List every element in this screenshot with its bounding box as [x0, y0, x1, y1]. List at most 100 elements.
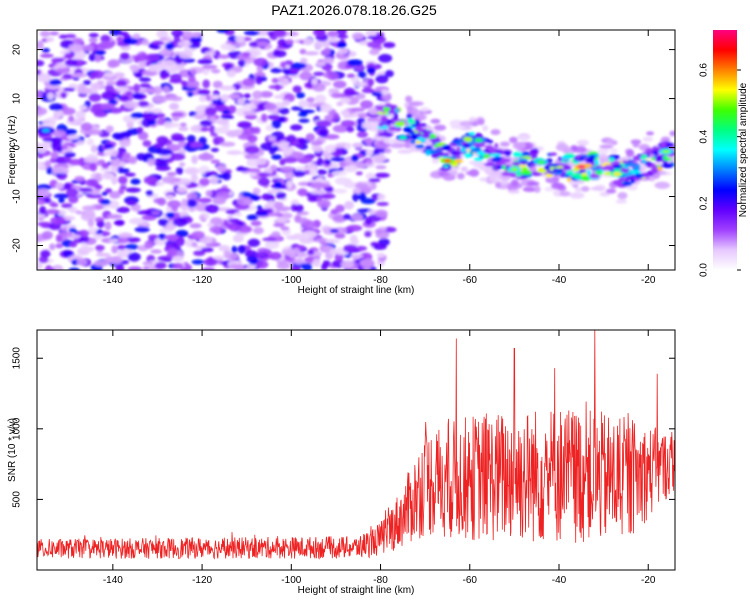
spectrogram-cell [380, 116, 389, 123]
spectrogram-cell [386, 119, 392, 125]
spectrogram-frame [36, 29, 676, 271]
spectrogram-cell [603, 164, 616, 170]
spectrogram-cell [87, 218, 95, 228]
spectrogram-cell [64, 128, 78, 136]
spectrogram-cell [242, 193, 258, 198]
spectrogram-cell [130, 112, 146, 119]
spectrogram-cell [303, 37, 314, 46]
spectrogram-cell [244, 114, 258, 120]
spectrogram-hotspot [662, 149, 671, 154]
spectrogram-cell [115, 79, 127, 88]
spectrogram-cell [378, 53, 393, 63]
spectrogram-cell [160, 59, 177, 69]
spectrogram-cell [37, 90, 43, 99]
x-tick-label: -40 [552, 275, 567, 286]
spectrogram-cell [127, 252, 141, 262]
spectrogram-cell [156, 181, 165, 187]
spectrogram-cell [406, 113, 413, 119]
spectrogram-cell [456, 139, 465, 143]
spectrogram-cell [229, 264, 245, 270]
spectrogram-cell [178, 178, 192, 186]
spectrogram-cell [494, 143, 499, 148]
spectrogram-cell [238, 58, 246, 68]
spectrogram-cell [159, 69, 171, 79]
spectrogram-cell [334, 253, 344, 262]
spectrogram-cell [55, 243, 64, 249]
spectrogram-cell [198, 214, 206, 221]
spectrogram-cell [271, 154, 283, 160]
spectrogram-cell [589, 173, 600, 179]
spectrogram-cell [212, 80, 223, 89]
spectrogram-cell [343, 165, 358, 173]
spectrogram-cell [137, 210, 153, 215]
spectrogram-cell [133, 83, 141, 93]
spectrogram-cell [64, 151, 76, 158]
colorbar-label: Normalized spectral amplitude [738, 82, 749, 217]
spectrogram-cell [290, 124, 303, 131]
spectrogram-cell [468, 116, 477, 122]
spectrogram-hotspot [474, 138, 483, 143]
spectrogram-cell [415, 144, 425, 149]
spectrogram-cell [255, 210, 268, 217]
spectrogram-cell [268, 251, 282, 261]
spectrogram-cell [277, 76, 284, 83]
spectrogram-cell [66, 188, 79, 197]
spectrogram-cell [67, 158, 83, 166]
spectrogram-cell [374, 228, 383, 234]
spectrogram-cell [60, 91, 67, 99]
spectrogram-cell [591, 167, 602, 171]
spectrogram-cell [599, 144, 614, 149]
spectrogram-cell [309, 167, 317, 177]
spectrogram-cell [312, 83, 326, 92]
spectrogram-cell [430, 118, 441, 124]
spectrogram-cell [250, 258, 258, 265]
spectrogram-cell [65, 59, 78, 67]
spectrogram-cell [105, 80, 117, 86]
spectrogram-cell [257, 40, 270, 48]
spectrogram-cell [220, 43, 233, 51]
spectrogram-cell [407, 118, 415, 125]
spectrogram-cell [259, 91, 273, 98]
spectrogram-cell [104, 71, 115, 78]
colorbar: 0.0 0.2 0.4 0.6 Normalized spectral amplitu… [699, 30, 749, 277]
spectrogram-cell [231, 245, 238, 254]
spectrogram-cell [186, 134, 196, 143]
spectrogram-cell [216, 164, 227, 172]
spectrogram-cell [552, 168, 564, 173]
spectrogram-cell [187, 91, 194, 97]
colorbar-tick-label: 0.4 [699, 129, 710, 143]
spectrogram-cell [375, 209, 388, 218]
spectrogram-cell [579, 156, 585, 161]
spectrogram-cell [334, 177, 350, 185]
spectrogram-cell [276, 206, 292, 211]
spectrogram-cell [415, 140, 421, 144]
spectrogram-cell [130, 178, 141, 185]
spectrogram-cell [404, 142, 411, 149]
spectrogram-cell [253, 57, 268, 67]
spectrogram-cell [41, 230, 53, 240]
spectrogram-cell [209, 125, 216, 134]
spectrogram-cell [62, 250, 73, 258]
snr-ticks: -140 -120 -100 -80 -60 -40 -20 500 1000 1500 [12, 330, 675, 586]
spectrogram-cell [245, 249, 254, 255]
spectrogram-cell [134, 53, 148, 62]
spectrogram-cell [282, 157, 298, 164]
spectrogram-cell [58, 34, 68, 39]
x-tick-label: -140 [103, 575, 123, 586]
spectrogram-cell [632, 140, 640, 148]
spectrogram-cell [103, 143, 114, 150]
spectrogram-cell [39, 53, 54, 58]
spectrogram-cell [157, 197, 167, 206]
spectrogram-cell [384, 148, 392, 154]
spectrogram-cell [452, 158, 464, 163]
spectrogram-cell [267, 30, 274, 37]
spectrogram-cell [340, 120, 356, 127]
spectrogram-cell [521, 167, 529, 172]
spectrogram-hotspot [398, 135, 407, 140]
spectrogram-cell [37, 188, 50, 198]
spectrogram-cell [69, 206, 78, 214]
spectrogram-cell [81, 44, 95, 52]
spectrogram-cell [52, 264, 64, 270]
spectrogram-cell [76, 258, 88, 266]
